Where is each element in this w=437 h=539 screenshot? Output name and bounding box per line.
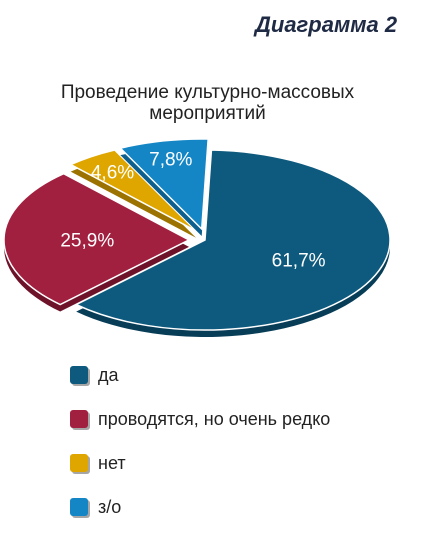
legend-swatch-1 — [70, 410, 88, 428]
legend-item-0: да — [70, 363, 330, 387]
legend-label-1: проводятся, но очень редко — [98, 408, 331, 429]
legend-swatch-3 — [70, 498, 88, 516]
pie-slice-top-1 — [3, 172, 191, 306]
pie-slice-label-0: 61,7% — [272, 250, 326, 271]
legend-swatch-2 — [70, 454, 88, 472]
chart-title: Проведение культурно-массовых мероприяти… — [60, 82, 355, 124]
legend-swatch-0 — [70, 366, 88, 384]
legend-item-1: проводятся, но очень редко — [70, 407, 330, 431]
pie-slice-label-2: 4,6% — [91, 162, 134, 183]
chart-legend: да проводятся, но очень редко нет з/о — [70, 363, 330, 539]
pie-slice-1: 25,9% — [3, 172, 191, 312]
pie-slice-3: 7,8% — [118, 138, 209, 236]
legend-label-2: нет — [98, 452, 126, 473]
legend-item-3: з/о — [70, 495, 330, 519]
pie-slice-label-3: 7,8% — [149, 150, 192, 171]
pie-slice-2: 4,6% — [68, 149, 197, 238]
pie-chart: 61,7% 25,9% 4,6% 7,8% — [3, 138, 391, 337]
pie-slice-top-3 — [118, 138, 209, 231]
pie-slice-top-2 — [68, 149, 197, 232]
legend-label-0: да — [98, 364, 119, 385]
pie-slice-0: 61,7% — [74, 149, 391, 337]
pie-slice-top-0 — [74, 149, 391, 331]
pie-slice-label-1: 25,9% — [60, 230, 114, 251]
legend-label-3: з/о — [98, 496, 122, 517]
figure-label: Диаграмма 2 — [255, 12, 398, 37]
legend-item-2: нет — [70, 451, 330, 475]
